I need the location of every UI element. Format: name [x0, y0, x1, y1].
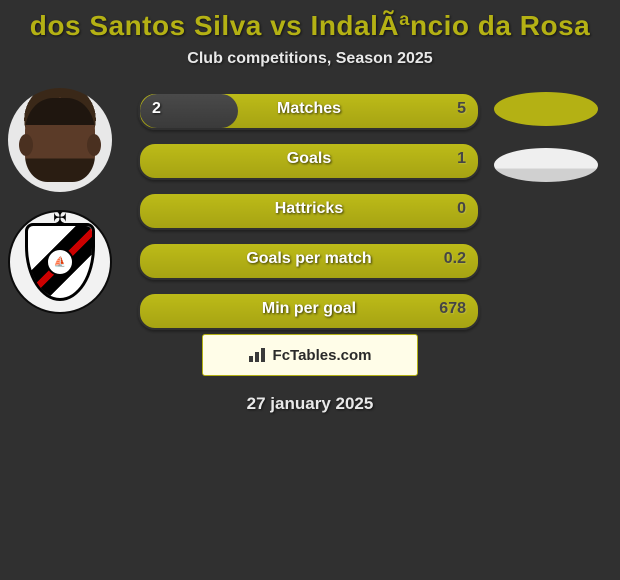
page-title: dos Santos Silva vs IndalÃªncio da Rosa: [0, 10, 620, 42]
stat-label: Goals: [140, 150, 478, 168]
left-column: ⛵: [8, 88, 118, 332]
avatar-head-shape: [25, 98, 95, 182]
stat-right-value: 0: [457, 200, 466, 218]
stat-bar: Goals1: [138, 142, 480, 180]
stat-bar: Goals per match0.2: [138, 242, 480, 280]
stat-label: Min per goal: [140, 300, 478, 318]
stat-bar: Min per goal678: [138, 292, 480, 330]
club-crest: ⛵: [8, 210, 112, 314]
stat-label: Goals per match: [140, 250, 478, 268]
right-column: [494, 92, 604, 204]
stat-bar: 2Matches5: [138, 92, 480, 130]
stat-label: Matches: [140, 100, 478, 118]
club-crest-center-icon: ⛵: [46, 248, 74, 276]
subtitle: Club competitions, Season 2025: [0, 50, 620, 68]
date-label: 27 january 2025: [0, 394, 620, 414]
stat-right-value: 0.2: [444, 250, 466, 268]
stat-right-value: 678: [439, 300, 466, 318]
player-avatar: [8, 88, 112, 192]
flag-oval-b: [494, 148, 598, 182]
stat-right-value: 5: [457, 100, 466, 118]
stats-bars: 2Matches5 Goals1 Hattricks0 Goals per match…: [138, 92, 480, 342]
stat-bar: Hattricks0: [138, 192, 480, 230]
comparison-card: dos Santos Silva vs IndalÃªncio da Rosa …: [0, 10, 620, 580]
club-shield-icon: ⛵: [25, 223, 95, 301]
bar-chart-icon: [249, 348, 267, 362]
flag-oval-a: [494, 92, 598, 126]
stat-label: Hattricks: [140, 200, 478, 218]
source-badge-text: FcTables.com: [273, 347, 372, 364]
content-row: ⛵ 2Matches5 Goals1 Hattricks0 Goals per mat…: [0, 88, 620, 318]
stat-right-value: 1: [457, 150, 466, 168]
